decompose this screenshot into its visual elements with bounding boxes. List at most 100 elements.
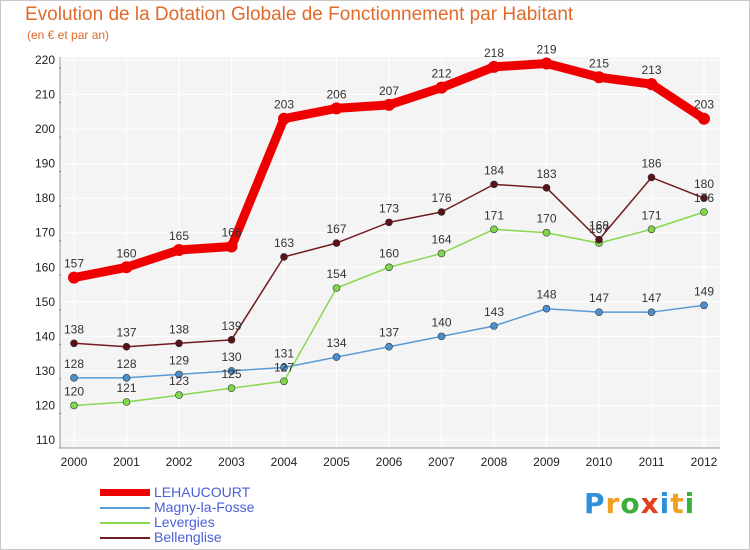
data-point xyxy=(122,398,131,406)
data-label: 171 xyxy=(641,208,661,222)
data-label: 176 xyxy=(431,191,451,205)
data-label: 130 xyxy=(221,350,241,364)
data-point xyxy=(280,363,288,372)
data-point xyxy=(542,228,551,237)
data-point xyxy=(227,367,236,375)
y-tick-label: 180 xyxy=(35,191,55,205)
data-point xyxy=(595,308,603,316)
x-tick-label: 2009 xyxy=(533,455,560,469)
data-point xyxy=(593,71,605,84)
data-label: 128 xyxy=(116,357,136,371)
data-point xyxy=(173,244,185,256)
legend-swatch-lehaucourt xyxy=(100,489,150,496)
data-label: 170 xyxy=(536,212,556,226)
y-tick-label: 120 xyxy=(35,398,55,412)
logo-letter: i xyxy=(684,487,696,520)
logo-letter: o xyxy=(620,487,641,520)
data-point xyxy=(700,194,708,202)
data-point xyxy=(225,240,238,253)
data-label: 138 xyxy=(64,322,84,336)
data-point xyxy=(435,81,448,94)
legend-label: LEHAUCOURT xyxy=(154,484,251,500)
y-tick-label: 140 xyxy=(35,329,55,343)
data-point xyxy=(385,342,393,351)
x-tick-label: 2007 xyxy=(428,455,455,469)
x-tick-label: 2005 xyxy=(323,455,350,469)
data-label: 160 xyxy=(379,246,399,260)
data-point xyxy=(385,263,393,272)
data-point xyxy=(698,112,710,125)
data-label: 219 xyxy=(536,42,556,56)
data-point xyxy=(542,184,551,192)
y-tick-label: 110 xyxy=(36,433,55,447)
x-tick-label: 2011 xyxy=(639,455,665,469)
data-point xyxy=(540,57,553,70)
x-tick-label: 2010 xyxy=(586,455,613,469)
data-point xyxy=(647,225,656,234)
data-point xyxy=(383,98,395,111)
data-point xyxy=(332,353,341,361)
data-point xyxy=(122,374,131,382)
x-tick-label: 2008 xyxy=(481,455,508,469)
x-tick-label: 2012 xyxy=(691,455,718,469)
data-label: 121 xyxy=(116,381,136,395)
data-label: 149 xyxy=(694,284,714,298)
data-point xyxy=(68,271,80,284)
data-label: 129 xyxy=(169,353,189,367)
data-label: 134 xyxy=(326,336,346,350)
data-label: 213 xyxy=(641,63,661,77)
data-point xyxy=(490,225,498,234)
data-point xyxy=(437,249,446,258)
logo-letter: i xyxy=(659,487,671,520)
data-point xyxy=(175,339,183,348)
data-label: 160 xyxy=(116,246,136,260)
data-point xyxy=(120,261,133,274)
data-point xyxy=(595,235,603,244)
data-label: 203 xyxy=(274,98,294,112)
data-label: 165 xyxy=(169,229,189,243)
data-label: 168 xyxy=(589,219,609,233)
data-label: 125 xyxy=(221,367,241,381)
data-point xyxy=(227,336,236,344)
data-label: 176 xyxy=(694,191,714,205)
data-label: 154 xyxy=(326,267,346,281)
data-label: 171 xyxy=(484,208,504,222)
data-point xyxy=(700,301,708,310)
data-label: 173 xyxy=(379,201,399,215)
data-label: 143 xyxy=(484,305,504,319)
x-tick-label: 2002 xyxy=(166,455,193,469)
data-label: 186 xyxy=(641,156,661,170)
data-point xyxy=(437,332,446,341)
y-tick-label: 220 xyxy=(35,53,55,67)
data-label: 157 xyxy=(64,257,84,271)
legend-swatch-magny-la-fosse xyxy=(100,507,150,509)
data-label: 140 xyxy=(431,315,451,329)
data-label: 206 xyxy=(326,87,346,101)
legend-swatch-bellenglise xyxy=(100,537,150,539)
y-tick-label: 150 xyxy=(35,295,55,309)
y-tick-label: 210 xyxy=(35,88,55,102)
data-point xyxy=(122,342,131,351)
data-label: 184 xyxy=(484,163,504,177)
data-label: 203 xyxy=(694,98,714,112)
legend-label: Bellenglise xyxy=(154,529,222,545)
data-label: 137 xyxy=(379,326,399,340)
data-point xyxy=(227,384,236,392)
y-tick-label: 200 xyxy=(35,122,55,136)
data-label: 164 xyxy=(431,232,451,246)
chart-title: Evolution de la Dotation Globale de Fonc… xyxy=(25,4,574,25)
logo-letter: P xyxy=(584,487,606,520)
data-label: 215 xyxy=(589,56,609,70)
data-label: 123 xyxy=(169,374,189,388)
data-point xyxy=(647,173,656,182)
data-label: 127 xyxy=(274,360,294,374)
data-label: 137 xyxy=(116,326,136,340)
data-point xyxy=(70,339,78,348)
data-label: 147 xyxy=(641,291,661,305)
y-tick-label: 170 xyxy=(35,226,55,240)
data-label: 148 xyxy=(536,288,556,302)
data-point xyxy=(332,284,341,292)
data-label: 167 xyxy=(326,222,346,236)
legend-label: Magny-la-Fosse xyxy=(154,499,255,515)
legend-swatch-levergies xyxy=(100,522,150,524)
